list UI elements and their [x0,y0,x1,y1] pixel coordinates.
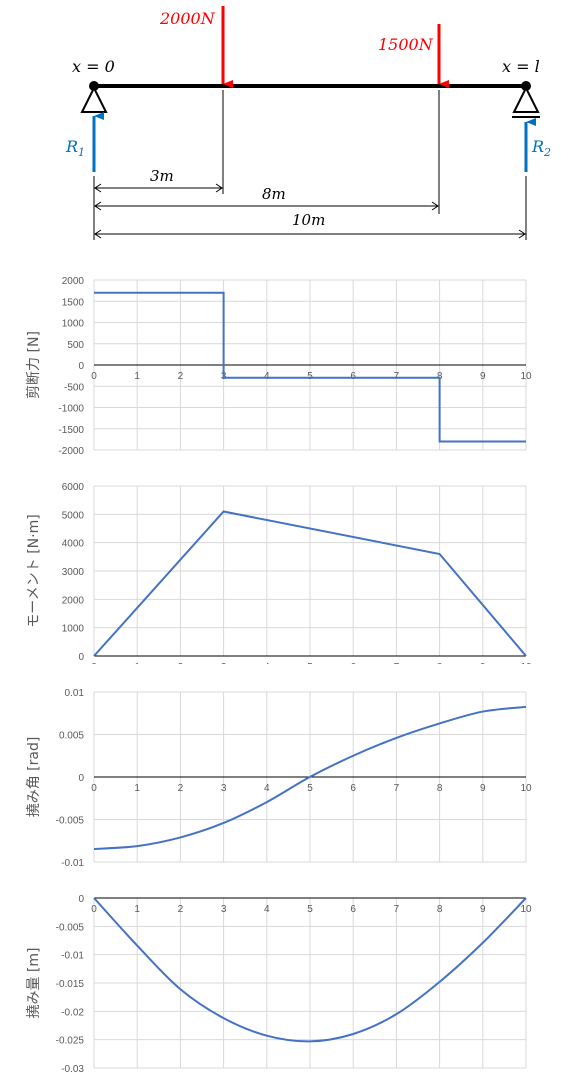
shear-y-tick-label: 1500 [62,297,85,308]
slope-y-tick-label: 0 [78,773,84,784]
slope-y-tick-label: -0.005 [56,816,85,827]
roller-support-icon [512,85,540,113]
slope-x-tick-label: 0 [91,783,97,794]
moment-x-tick-label: 3 [221,662,227,664]
slope-y-tick-label: 0.005 [59,731,84,742]
slope-y-axis-label: 撓み角 [rad] [26,737,42,818]
slope-y-tick-label: -0.01 [61,858,84,869]
shear-y-tick-label: 0 [78,361,84,372]
shear-y-tick-label: 1000 [62,319,85,330]
slope-x-tick-label: 4 [264,783,270,794]
shear-y-tick-label: -1500 [58,425,84,436]
shear-y-tick-label: -1000 [58,404,84,415]
shear-x-tick-label: 1 [134,371,140,382]
shear-x-tick-label: 6 [350,371,356,382]
deflection-chart: 0 -0.005 -0.01 -0.015 -0.02 -0.025 -0.03 0 1 2 3 4 5… [26,894,532,1075]
shear-x-tick-label: 0 [91,371,97,382]
slope-x-tick-label: 1 [134,783,140,794]
shear-y-tick-label: 2000 [62,276,85,287]
deflection-x-tick-label: 5 [307,904,313,915]
shear-y-tick-label: -2000 [58,446,84,457]
moment-x-tick-label: 7 [394,662,400,664]
moment-x-tick-label: 5 [307,662,313,664]
deflection-y-tick-label: -0.015 [56,979,85,990]
deflection-x-tick-label: 10 [520,904,532,915]
moment-chart: 6000 5000 4000 3000 2000 1000 0 0 1 2 3 4 5 6 7 8 9 10 モーメ… [26,482,532,664]
moment-y-tick-label: 4000 [62,539,85,550]
pin-support-icon [80,85,108,113]
slope-x-tick-label: 8 [437,783,443,794]
slope-y-tick-label: 0.01 [65,688,85,699]
left-end-label: x = 0 [72,57,115,76]
slope-x-tick-label: 7 [394,783,400,794]
shear-y-axis-label: 剪断力 [N] [26,331,42,399]
slope-x-tick-label: 9 [480,783,486,794]
moment-x-tick-label: 6 [350,662,356,664]
moment-y-axis-label: モーメント [N·m] [26,514,42,627]
shear-x-tick-label: 5 [307,371,313,382]
moment-x-tick-label: 2 [178,662,184,664]
beam-diagram: x = 0 x = l 2000N 1500N R1 R2 3m 8m 10m [65,6,551,240]
moment-y-tick-label: 2000 [62,595,85,606]
moment-x-tick-label: 8 [437,662,443,664]
dimension-8m [94,201,439,211]
shear-y-tick-label: 500 [67,340,84,351]
dimension-10m [94,229,526,239]
deflection-x-tick-label: 1 [134,904,140,915]
dimension-label-3m: 3m [150,167,174,185]
deflection-x-tick-label: 0 [91,904,97,915]
deflection-x-tick-label: 8 [437,904,443,915]
slope-x-tick-label: 5 [307,783,313,794]
shear-x-tick-label: 10 [520,371,532,382]
deflection-x-tick-label: 7 [394,904,400,915]
moment-x-tick-label: 1 [134,662,140,664]
moment-y-tick-label: 3000 [62,567,85,578]
deflection-series-line [93,897,527,1043]
deflection-x-tick-label: 9 [480,904,486,915]
moment-x-tick-label: 9 [480,662,486,664]
moment-x-tick-label: 10 [520,662,532,664]
shear-y-tick-label: -500 [64,382,84,393]
shear-series-line [94,291,526,443]
slope-x-tick-label: 10 [520,783,532,794]
deflection-y-tick-label: -0.025 [56,1036,85,1047]
dimension-label-10m: 10m [292,211,325,229]
slope-series-line [93,705,527,850]
shear-x-tick-label: 8 [437,371,443,382]
shear-x-tick-label: 2 [178,371,184,382]
moment-x-tick-label: 4 [264,662,270,664]
slope-x-tick-label: 3 [221,783,227,794]
right-end-label: x = l [502,57,540,76]
deflection-y-axis-label: 撓み量 [m] [26,947,42,1018]
slope-x-tick-label: 2 [178,783,184,794]
slope-chart: 0.01 0.005 0 -0.005 -0.01 0 1 2 3 4 5 6 7 8 9 10 撓み角 [ra… [26,688,532,869]
slope-x-tick-label: 6 [350,783,356,794]
deflection-y-tick-label: -0.01 [61,951,84,962]
deflection-y-tick-label: -0.005 [56,922,85,933]
reaction-label-r1: R1 [65,137,85,159]
dimension-3m [94,183,223,193]
moment-x-tick-label: 0 [91,662,97,664]
shear-x-tick-label: 4 [264,371,270,382]
deflection-x-tick-label: 4 [264,904,270,915]
shear-x-tick-label: 9 [480,371,486,382]
load-label-1500: 1500N [378,35,434,54]
shear-x-tick-label: 7 [394,371,400,382]
moment-y-tick-label: 6000 [62,482,85,493]
deflection-x-tick-label: 3 [221,904,227,915]
dimension-label-8m: 8m [262,185,286,203]
deflection-x-tick-label: 2 [178,904,184,915]
deflection-y-tick-label: -0.02 [61,1007,84,1018]
deflection-y-tick-label: 0 [78,894,84,905]
moment-y-tick-label: 0 [78,652,84,663]
moment-y-tick-label: 5000 [62,510,85,521]
moment-series-line [93,510,527,657]
reaction-label-r2: R2 [531,137,551,159]
load-label-2000: 2000N [159,9,216,28]
moment-y-tick-label: 1000 [62,624,85,635]
deflection-x-tick-label: 6 [350,904,356,915]
deflection-y-tick-label: -0.03 [61,1064,84,1075]
